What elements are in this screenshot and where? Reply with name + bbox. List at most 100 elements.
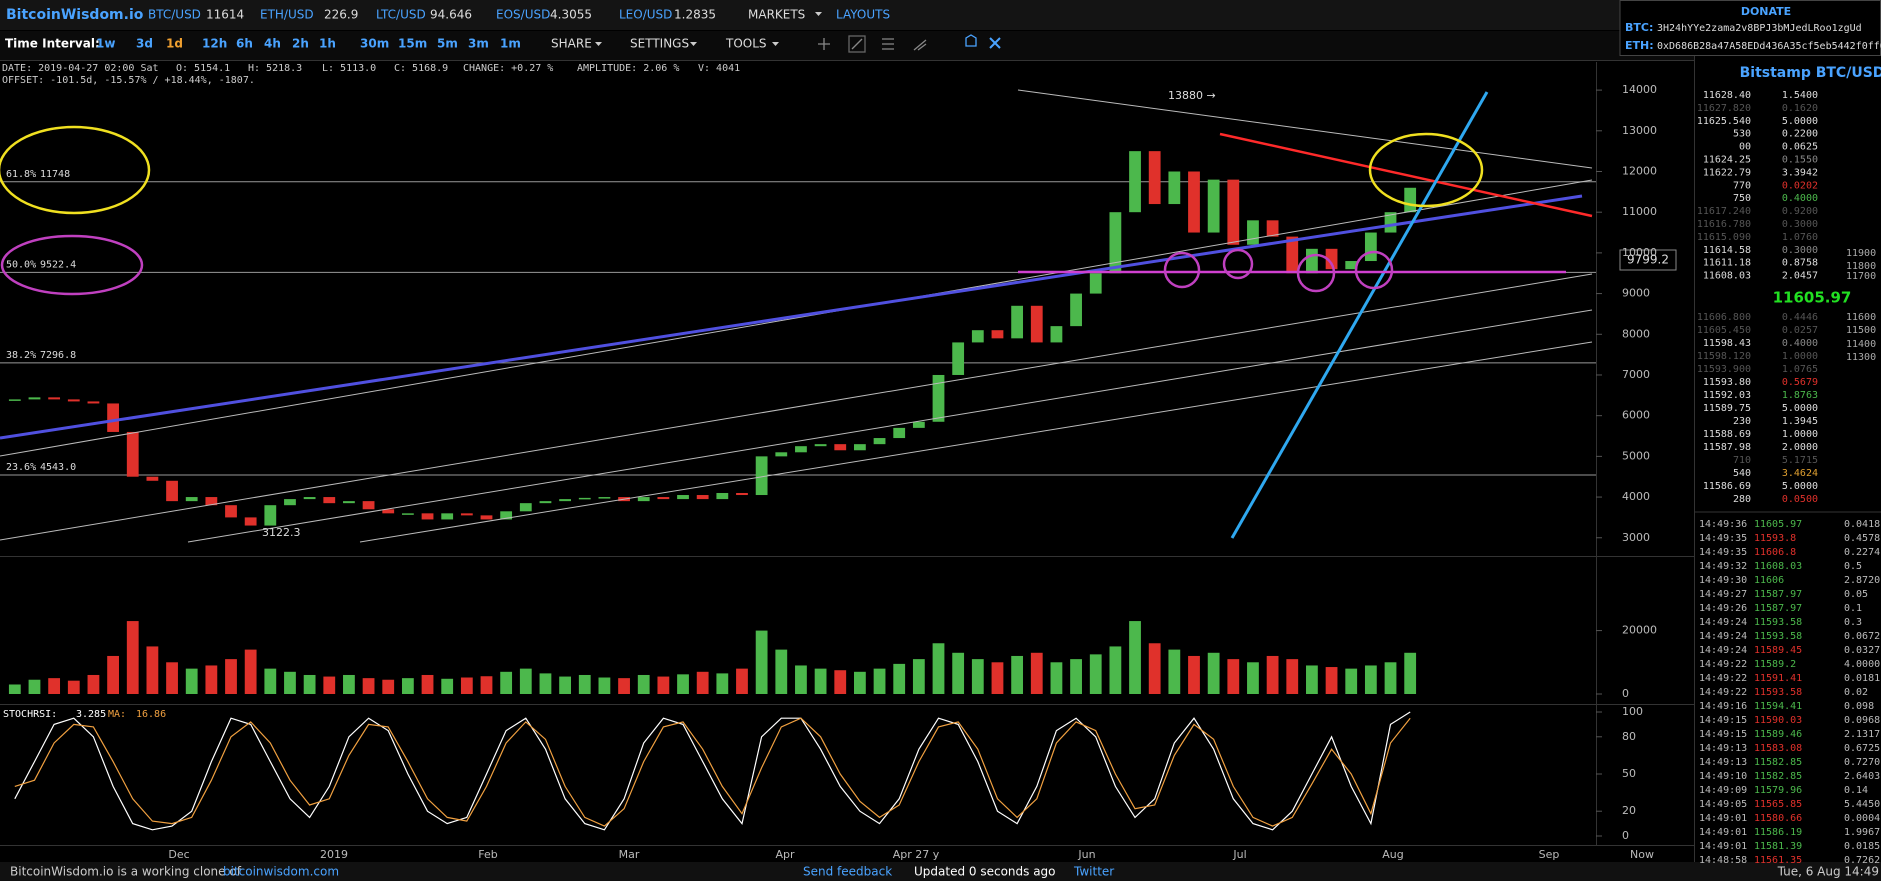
candle xyxy=(1109,212,1122,274)
trade-time: 14:49:22 xyxy=(1699,673,1747,684)
trade-amount: 0.02 xyxy=(1844,687,1868,698)
line-icon[interactable] xyxy=(851,38,863,50)
interval-button[interactable]: 30m xyxy=(360,37,389,51)
volume-bar xyxy=(166,662,178,694)
fullscreen-icon[interactable] xyxy=(989,37,1001,49)
cursor-price-box xyxy=(1619,249,1677,271)
candle xyxy=(1227,179,1240,245)
fib-label: 23.6% xyxy=(6,462,36,473)
interval-button[interactable]: 5m xyxy=(437,37,458,51)
logo[interactable]: BitcoinWisdom.io xyxy=(6,7,144,23)
volume-bar xyxy=(185,668,198,694)
candle xyxy=(146,476,159,481)
line-tool-bg[interactable] xyxy=(848,35,866,53)
last-price: 11605.97 xyxy=(1773,289,1852,307)
trade-time: 14:49:16 xyxy=(1699,701,1747,712)
interval-button[interactable]: 1m xyxy=(500,37,521,51)
twitter-link[interactable]: Twitter xyxy=(1073,865,1114,879)
ticker-pair[interactable]: LEO/USD xyxy=(619,8,672,22)
candle xyxy=(1345,261,1358,270)
trade-time: 14:49:24 xyxy=(1699,631,1747,642)
trade-time: 14:49:15 xyxy=(1699,729,1747,740)
book-amount: 0.3000 xyxy=(1782,245,1818,256)
candle xyxy=(28,397,41,400)
volume-bar xyxy=(1168,649,1181,694)
info-field: DATE: 2019-04-27 02:00 Sat xyxy=(2,63,159,74)
candle xyxy=(303,497,316,500)
volume-bar xyxy=(28,679,41,694)
draw-icon[interactable] xyxy=(913,39,927,51)
book-price: 11616.780 xyxy=(1697,219,1751,230)
book-price: 11589.75 xyxy=(1703,403,1751,414)
interval-button[interactable]: 6h xyxy=(236,37,253,51)
ticker-pair[interactable]: ETH/USD xyxy=(260,8,314,22)
volume-bar xyxy=(677,674,689,694)
volume-bar xyxy=(146,646,159,694)
footer-link[interactable]: bitcoinwisdom.com xyxy=(223,865,339,879)
dropdown-arrow xyxy=(690,42,697,46)
toolbar-menu[interactable]: SETTINGS xyxy=(630,37,689,51)
interval-button[interactable]: 12h xyxy=(202,37,227,51)
book-price: 00 xyxy=(1739,142,1751,153)
fib-label: 61.8% xyxy=(6,169,36,180)
crosshair-icon[interactable] xyxy=(818,38,830,50)
ticker-pair[interactable]: EOS/USD xyxy=(496,8,550,22)
toolbar-menu[interactable]: SHARE xyxy=(551,37,592,51)
y-tick-label: 10000 xyxy=(1622,246,1657,259)
book-amount: 1.5400 xyxy=(1782,90,1818,101)
interval-button[interactable]: 1d xyxy=(166,37,183,51)
trade-amount: 0.7270 xyxy=(1844,757,1880,768)
volume-bar xyxy=(67,680,80,694)
interval-button[interactable]: 1h xyxy=(319,37,336,51)
candle xyxy=(854,444,866,451)
alert-icon[interactable] xyxy=(965,34,977,47)
candle xyxy=(48,397,61,400)
interval-button[interactable]: 1w xyxy=(96,37,115,51)
ticker-price: 94.646 xyxy=(430,8,472,22)
btc-label: BTC: xyxy=(1625,21,1653,34)
ticker-pair[interactable]: BTC/USD xyxy=(148,8,201,22)
interval-button[interactable]: 2h xyxy=(292,37,309,51)
feedback-link[interactable]: Send feedback xyxy=(803,865,892,879)
volume-bar xyxy=(912,659,925,694)
candle xyxy=(578,497,591,500)
trade-price: 11589.45 xyxy=(1754,645,1802,656)
volume-bar xyxy=(107,655,119,694)
volume-bar xyxy=(244,649,257,694)
interval-button[interactable]: 3m xyxy=(468,37,489,51)
trade-time: 14:49:35 xyxy=(1699,533,1747,544)
book-amount: 0.0500 xyxy=(1782,494,1818,505)
trendline xyxy=(1230,91,1489,539)
info-offset: OFFSET: -101.5d, -15.57% / +18.44%, -180… xyxy=(2,75,255,86)
tool-icons[interactable] xyxy=(818,34,1001,53)
candle xyxy=(755,456,768,496)
y-tick-label: 80 xyxy=(1622,730,1636,743)
candle xyxy=(1286,236,1299,274)
candle xyxy=(480,515,493,520)
volume-bar xyxy=(87,674,100,694)
candle xyxy=(362,501,375,510)
markets-menu[interactable]: MARKETS xyxy=(748,8,805,22)
interval-button[interactable]: 3d xyxy=(136,37,153,51)
candle xyxy=(87,401,100,404)
trade-time: 14:49:09 xyxy=(1699,785,1747,796)
book-price: 11628.40 xyxy=(1703,90,1751,101)
ticker-pair[interactable]: LTC/USD xyxy=(376,8,426,22)
interval-button[interactable]: 4h xyxy=(264,37,281,51)
book-price: 710 xyxy=(1733,455,1751,466)
fib-icon[interactable] xyxy=(882,38,894,50)
toolbar-menu[interactable]: TOOLS xyxy=(725,37,767,51)
info-field: O: 5154.1 xyxy=(176,63,230,74)
highlight-ellipse xyxy=(0,125,151,215)
y-tick-label: 0 xyxy=(1622,829,1629,842)
candle xyxy=(539,501,552,504)
volume-bar xyxy=(1148,643,1161,694)
volume-bar xyxy=(991,662,1004,694)
layouts-link[interactable]: LAYOUTS xyxy=(836,8,890,22)
book-price: 11614.58 xyxy=(1703,245,1751,256)
trade-amount: 2.1317 xyxy=(1844,729,1880,740)
trade-amount: 0.0185 xyxy=(1844,841,1880,852)
interval-button[interactable]: 15m xyxy=(398,37,427,51)
candle xyxy=(1011,305,1024,339)
